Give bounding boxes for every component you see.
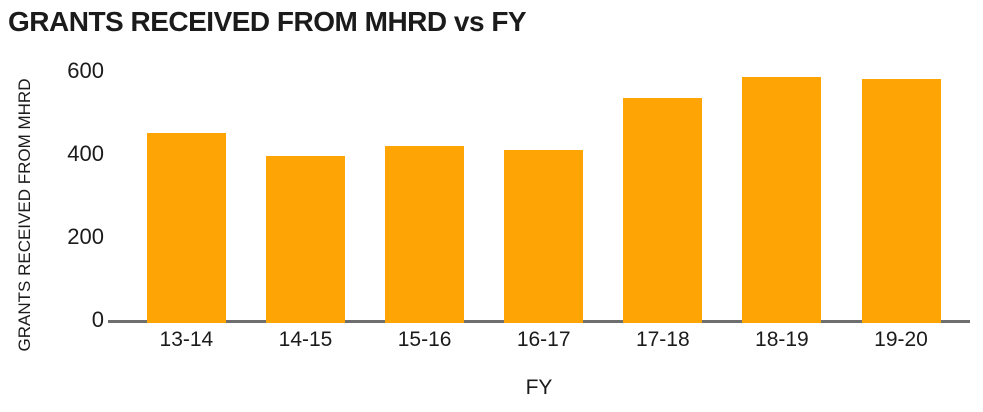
bar-13-14 bbox=[146, 133, 226, 323]
x-tick-label: 19-20 bbox=[874, 328, 928, 351]
plot-area bbox=[108, 71, 970, 323]
bar-19-20 bbox=[861, 79, 941, 323]
x-tick-label: 18-19 bbox=[755, 328, 809, 351]
chart-title: GRANTS RECEIVED FROM MHRD vs FY bbox=[8, 6, 527, 37]
bar-18-19 bbox=[742, 77, 822, 323]
x-axis-title: FY bbox=[525, 376, 553, 399]
bar-15-16 bbox=[385, 145, 465, 323]
x-tick-label: 13-14 bbox=[159, 328, 214, 351]
bar-16-17 bbox=[504, 149, 584, 323]
bar-14-15 bbox=[266, 156, 345, 323]
y-tick-label: 600 bbox=[67, 58, 104, 83]
y-tick-label: 0 bbox=[91, 307, 104, 332]
bar-17-18 bbox=[623, 97, 703, 323]
x-tick-label: 14-15 bbox=[278, 328, 333, 351]
x-tick-label: 16-17 bbox=[516, 328, 571, 351]
y-tick-label: 200 bbox=[67, 224, 104, 249]
y-tick-label: 400 bbox=[67, 141, 104, 166]
x-tick-label: 15-16 bbox=[397, 328, 452, 351]
x-tick-label: 17-18 bbox=[635, 328, 690, 351]
